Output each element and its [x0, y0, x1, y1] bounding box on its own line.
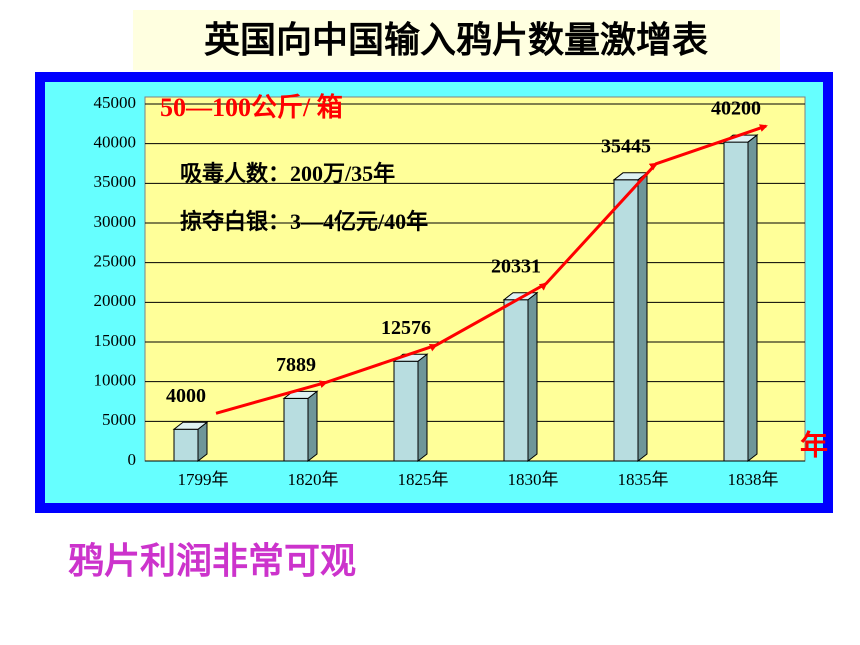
- bar-side: [747, 134, 758, 463]
- annotation: 吸毒人数：200万/35年: [180, 161, 395, 186]
- y-tick-label: 35000: [94, 172, 137, 191]
- bar: [283, 397, 309, 462]
- bar: [393, 360, 419, 462]
- y-tick-label: 40000: [94, 133, 137, 152]
- y-tick-label: 15000: [94, 331, 137, 350]
- value-label: 12576: [381, 317, 431, 339]
- bar: [173, 428, 199, 462]
- x-tick-label: 1838年: [728, 470, 779, 489]
- x-tick-label: 1799年: [178, 470, 229, 489]
- value-label: 7889: [276, 354, 316, 376]
- title-box: [133, 10, 780, 70]
- bar-side: [637, 171, 648, 463]
- y-tick-label: 10000: [94, 371, 137, 390]
- unit-note: 50—100公斤/ 箱: [160, 92, 343, 122]
- value-label: 4000: [166, 385, 206, 407]
- y-tick-label: 45000: [94, 93, 137, 112]
- trend-line: [215, 124, 768, 415]
- value-label: 35445: [601, 135, 651, 157]
- bar: [723, 141, 749, 462]
- x-tick-label: 1835年: [618, 470, 669, 489]
- bar-side: [307, 390, 318, 463]
- y-tick-label: 5000: [102, 410, 136, 429]
- chart-title: 英国向中国输入鸦片数量激增表: [204, 20, 708, 61]
- bar: [503, 299, 529, 462]
- bar-top: [172, 421, 209, 430]
- x-tick-label: 1830年: [508, 470, 559, 489]
- x-tick-label: 1825年: [398, 470, 449, 489]
- footer: 鸦片利润非常可观: [68, 541, 356, 582]
- annotation: 掠夺白银：3—4亿元/40年: [180, 209, 428, 234]
- bar-side: [417, 353, 428, 463]
- value-label: 40200: [711, 98, 761, 120]
- y-tick-label: 20000: [94, 291, 137, 310]
- value-label: 20331: [491, 255, 541, 277]
- y-tick-label: 25000: [94, 252, 137, 271]
- bar-side: [527, 291, 538, 463]
- bar: [613, 179, 639, 462]
- y-tick-label: 0: [128, 450, 137, 469]
- y-tick-label: 30000: [94, 212, 137, 231]
- x-unit: 年: [800, 428, 828, 461]
- x-tick-label: 1820年: [288, 470, 339, 489]
